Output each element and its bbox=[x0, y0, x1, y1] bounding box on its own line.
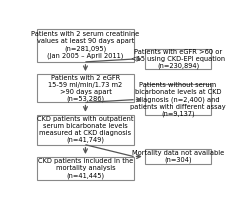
FancyBboxPatch shape bbox=[37, 115, 134, 145]
FancyBboxPatch shape bbox=[145, 49, 211, 69]
Text: CKD patients with outpatient
serum bicarbonate levels
measured at CKD diagnosis
: CKD patients with outpatient serum bicar… bbox=[37, 116, 134, 143]
FancyBboxPatch shape bbox=[145, 84, 211, 115]
FancyBboxPatch shape bbox=[37, 28, 134, 62]
Text: Patients without serum
bicarbonate levels at CKD
diagnosis (n=2,400) and
patient: Patients without serum bicarbonate level… bbox=[130, 82, 226, 117]
Text: Patients with 2 serum creatinine
values at least 90 days apart
(n=281,095)
(Jan : Patients with 2 serum creatinine values … bbox=[31, 31, 140, 59]
Text: CKD patients included in the
mortality analysis
(n=41,445): CKD patients included in the mortality a… bbox=[38, 158, 133, 179]
FancyBboxPatch shape bbox=[145, 149, 211, 164]
FancyBboxPatch shape bbox=[37, 74, 134, 103]
Text: Mortality data not available
(n=304): Mortality data not available (n=304) bbox=[132, 150, 224, 163]
Text: Patients with 2 eGFR
15-59 ml/min/1.73 m2
>90 days apart
(n=53,286): Patients with 2 eGFR 15-59 ml/min/1.73 m… bbox=[48, 74, 123, 102]
Text: Patients with eGFR >60 or
<15 using CKD-EPI equation
(n=230,894): Patients with eGFR >60 or <15 using CKD-… bbox=[131, 49, 225, 69]
FancyBboxPatch shape bbox=[37, 157, 134, 180]
